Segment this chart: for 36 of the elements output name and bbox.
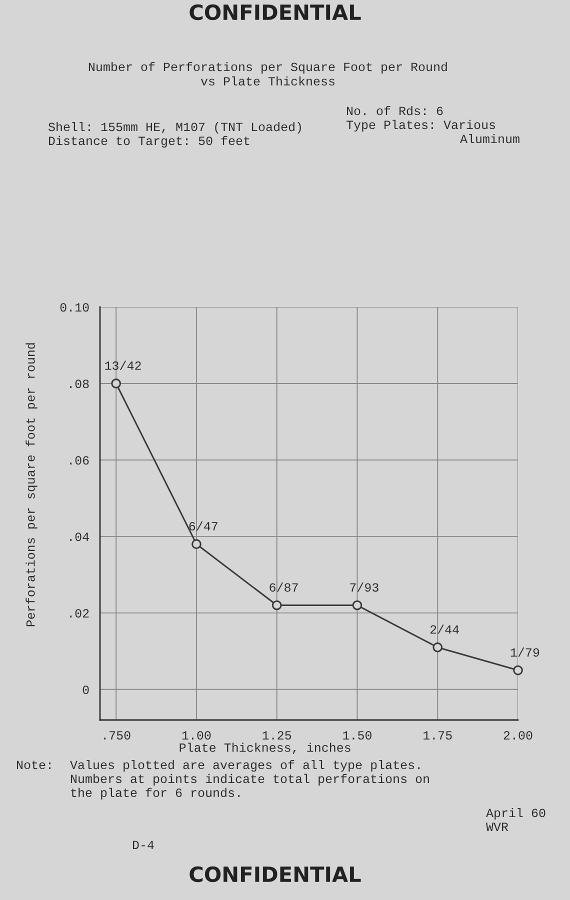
text: D-4 [132, 840, 154, 850]
point [272, 600, 282, 610]
x-axis-title: Plate Thickness, inches [180, 742, 350, 754]
y-tick-label: .08 [70, 380, 89, 388]
data-label: 6/87 [270, 582, 298, 592]
point [111, 378, 122, 388]
y-tick-label: .04 [70, 532, 89, 542]
y-tick-label: .02 [70, 609, 89, 618]
point [513, 665, 523, 676]
x-tick-label: 1.25 [262, 731, 292, 740]
text: CONFIDENTIAL [190, 866, 361, 882]
x-tick-label: 1.75 [424, 731, 452, 740]
x-tick-label: .750 [104, 731, 130, 740]
point [192, 539, 202, 550]
data-label: 13/42 [105, 360, 141, 370]
y-tick-label: 0 [82, 686, 89, 694]
y-tick-label: .06 [70, 456, 89, 465]
point [432, 642, 443, 652]
y-axis-title: Perforations per square foot per round [26, 343, 38, 626]
point [352, 600, 362, 610]
data-label: 1/79 [510, 648, 540, 657]
text: April 60 WVR [486, 808, 546, 831]
data-label: 6/47 [189, 521, 218, 531]
x-tick-label: 1.00 [182, 731, 211, 740]
text: Note: [16, 760, 50, 770]
text: Aluminum [460, 134, 520, 144]
y-tick-label: 0.10 [60, 303, 89, 312]
text: No. of Rds: 6 Type Plates: Various [346, 106, 495, 132]
x-tick-label: 1.50 [343, 731, 372, 740]
text: Values plotted are averages of all type plates. Numbers at points indicate total perforations on the plate for 6 rounds. [70, 760, 429, 800]
chart-title: Number of Perforations per Square Foot per Round vs Plate Thickness [88, 62, 447, 86]
x-tick-label: 2.00 [504, 731, 532, 740]
data-label: 7/93 [350, 582, 378, 592]
text: CONFIDENTIAL [190, 4, 361, 20]
data-label: 2/44 [430, 624, 459, 634]
text: Shell: 155mm HE, M107 (TNT Loaded) Distance to Target: 50 feet [48, 122, 301, 148]
